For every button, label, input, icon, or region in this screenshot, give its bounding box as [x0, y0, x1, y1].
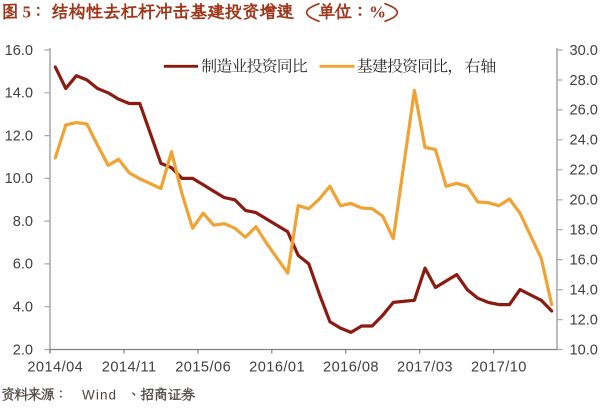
svg-text:5: 5 [23, 2, 32, 21]
svg-text:2014/04: 2014/04 [27, 360, 83, 376]
svg-text:2014/11: 2014/11 [102, 360, 157, 376]
svg-text:2017/10: 2017/10 [471, 360, 527, 376]
svg-text:12.0: 12.0 [5, 128, 33, 144]
svg-text:2.0: 2.0 [13, 342, 33, 358]
svg-text:14.0: 14.0 [570, 282, 598, 298]
svg-text:4.0: 4.0 [13, 300, 33, 316]
svg-text:24.0: 24.0 [570, 133, 598, 149]
svg-text:%: % [369, 2, 386, 21]
svg-text:10.0: 10.0 [570, 342, 598, 358]
svg-text:8.0: 8.0 [13, 214, 33, 230]
svg-text:2016/01: 2016/01 [249, 360, 305, 376]
svg-text:30.0: 30.0 [570, 43, 598, 59]
svg-text:2015/06: 2015/06 [175, 360, 231, 376]
svg-text:16.0: 16.0 [5, 43, 33, 59]
svg-text:2017/03: 2017/03 [397, 360, 453, 376]
svg-text:Wind: Wind [82, 387, 117, 402]
svg-text:12.0: 12.0 [570, 312, 598, 328]
svg-text:6.0: 6.0 [13, 257, 33, 273]
svg-text:14.0: 14.0 [5, 86, 33, 102]
svg-text:2016/08: 2016/08 [323, 360, 379, 376]
svg-text:16.0: 16.0 [570, 252, 598, 268]
svg-text:20.0: 20.0 [570, 193, 598, 209]
svg-text:28.0: 28.0 [570, 73, 598, 89]
svg-text:10.0: 10.0 [5, 171, 33, 187]
svg-text:26.0: 26.0 [570, 103, 598, 119]
svg-text:18.0: 18.0 [570, 223, 598, 239]
svg-text:22.0: 22.0 [570, 163, 598, 179]
